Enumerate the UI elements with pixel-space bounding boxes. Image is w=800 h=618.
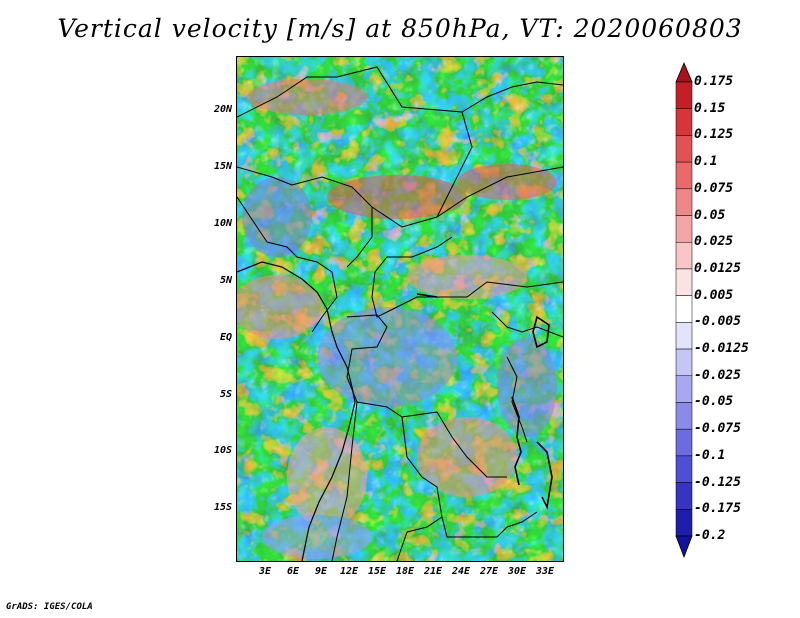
colorbar-level-label: 0.025 — [694, 234, 734, 250]
colorbar-bin — [675, 428, 693, 457]
colorbar-bin — [675, 108, 693, 136]
colorbar-bin — [675, 241, 693, 270]
colorbar-bottom-arrow — [675, 535, 693, 559]
lat-tick-label: 15S — [213, 502, 232, 513]
lon-tick-label: 24E — [451, 566, 471, 577]
colorbar-level-label: -0.075 — [694, 421, 741, 437]
colorbar-level-label: -0.125 — [694, 474, 741, 490]
lon-tick-label: 9E — [314, 566, 328, 577]
lon-tick-label: 33E — [535, 566, 555, 577]
colorbar-bin — [675, 402, 693, 430]
velocity-map — [236, 56, 564, 562]
colorbar-level-label: 0.15 — [694, 100, 726, 116]
lon-tick-label: 12E — [339, 566, 359, 577]
lon-tick-label: 15E — [367, 566, 387, 577]
colorbar-level-label: -0.2 — [694, 528, 726, 543]
lon-tick-label: 6E — [286, 566, 300, 577]
colorbar-bin — [675, 375, 693, 403]
colorbar-bin — [675, 188, 693, 216]
colorbar-bin — [675, 295, 693, 323]
lat-tick-label: 10N — [213, 218, 232, 229]
lon-tick-label: 30E — [507, 566, 527, 577]
colorbar-bin — [675, 135, 693, 163]
colorbar-level-label: -0.1 — [694, 447, 726, 463]
colorbar-level-label: -0.05 — [694, 394, 734, 410]
colorbar-level-label: 0.005 — [694, 287, 734, 303]
lat-tick-label: 5N — [219, 275, 232, 286]
colorbar-bin — [675, 161, 693, 190]
map-title: Vertical velocity [m/s] at 850hPa, VT: 2… — [57, 14, 743, 43]
colorbar-level-label: 0.0125 — [694, 260, 741, 276]
lon-tick-label: 27E — [479, 566, 499, 577]
lat-tick-label: 20N — [213, 104, 232, 115]
lon-tick-label: 18E — [395, 566, 415, 577]
map-canvas — [237, 57, 563, 561]
lat-tick-label: 15N — [213, 161, 232, 172]
lat-tick-label: 5S — [219, 389, 232, 400]
footer-credit: GrADS: IGES/COLA — [6, 602, 93, 612]
colorbar — [675, 61, 693, 559]
colorbar-level-label: 0.125 — [694, 127, 734, 143]
colorbar-level-label: -0.025 — [694, 367, 741, 383]
lon-tick-label: 21E — [423, 566, 443, 577]
colorbar-level-label: -0.005 — [694, 314, 741, 330]
lon-tick-label: 3E — [258, 566, 272, 577]
colorbar-bin — [675, 348, 693, 377]
colorbar-bin — [675, 268, 693, 296]
colorbar-bin — [675, 482, 693, 510]
country-borders — [237, 66, 563, 561]
lat-tick-label: 10S — [213, 445, 232, 456]
colorbar-level-label: -0.0125 — [694, 341, 749, 357]
colorbar-bin — [675, 509, 693, 537]
coastline — [237, 261, 356, 561]
colorbar-top-arrow — [675, 61, 693, 83]
colorbar-level-label: 0.175 — [694, 74, 734, 89]
colorbar-level-label: -0.175 — [694, 501, 741, 517]
colorbar-bin — [675, 322, 693, 350]
colorbar-bin — [675, 455, 693, 483]
colorbar-level-label: 0.075 — [694, 180, 734, 196]
colorbar-bin — [675, 215, 693, 243]
field-patches — [237, 79, 557, 559]
lat-tick-label: EQ — [219, 332, 232, 343]
colorbar-level-label: 0.05 — [694, 207, 726, 223]
colorbar-bin — [675, 81, 693, 109]
colorbar-level-label: 0.1 — [694, 154, 718, 170]
lakes — [416, 293, 553, 510]
